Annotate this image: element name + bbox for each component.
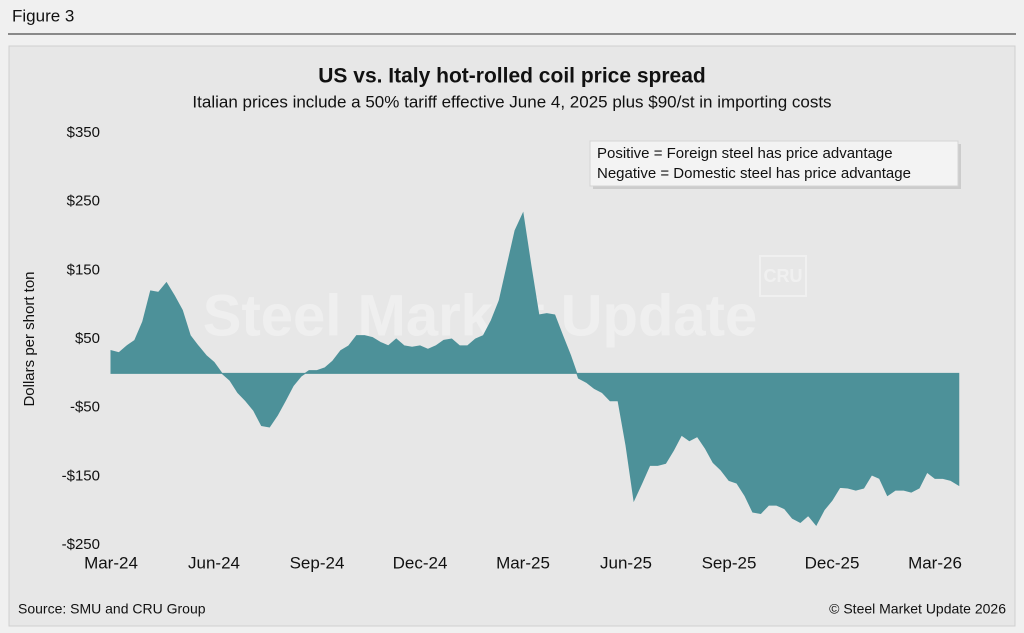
y-axis-label: Dollars per short ton <box>21 271 38 406</box>
copyright: © Steel Market Update 2026 <box>829 601 1006 617</box>
y-tick-label: $250 <box>67 193 100 210</box>
figure-label: Figure 3 <box>12 6 74 25</box>
x-tick-label: Dec-25 <box>805 553 860 572</box>
y-tick-label: $350 <box>67 124 100 141</box>
source: Source: SMU and CRU Group <box>18 601 206 617</box>
x-tick-label: Sep-24 <box>290 553 345 572</box>
x-tick-label: Mar-26 <box>908 553 962 572</box>
y-tick-label: $150 <box>67 261 100 278</box>
annotation: Positive = Foreign steel has price advan… <box>597 145 893 162</box>
x-tick-label: Dec-24 <box>393 553 448 572</box>
y-tick-label: -$250 <box>62 536 100 553</box>
annotation-box <box>589 140 959 187</box>
chart-subtitle: Italian prices include a 50% tariff effe… <box>192 92 831 111</box>
y-tick-label: $50 <box>75 330 100 347</box>
y-tick-label: -$50 <box>70 399 100 416</box>
area <box>110 211 960 526</box>
x-tick-label: Mar-24 <box>84 553 138 572</box>
x-tick-label: Jun-24 <box>188 553 240 572</box>
x-tick-label: Jun-25 <box>600 553 652 572</box>
chart-title: US vs. Italy hot-rolled coil price sprea… <box>318 65 705 88</box>
annotation: Negative = Domestic steel has price adva… <box>597 165 911 182</box>
y-tick-label: -$150 <box>62 467 100 484</box>
x-tick-label: Sep-25 <box>702 553 757 572</box>
watermark-box <box>759 255 807 297</box>
x-tick-label: Mar-25 <box>496 553 550 572</box>
watermark-logo: CRU <box>764 266 803 286</box>
